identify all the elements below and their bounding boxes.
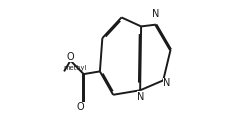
Text: N: N	[163, 78, 171, 88]
Text: O: O	[67, 52, 74, 62]
Text: methyl: methyl	[63, 65, 86, 71]
Text: N: N	[137, 92, 145, 102]
Text: N: N	[152, 9, 159, 19]
Text: O: O	[76, 102, 84, 112]
